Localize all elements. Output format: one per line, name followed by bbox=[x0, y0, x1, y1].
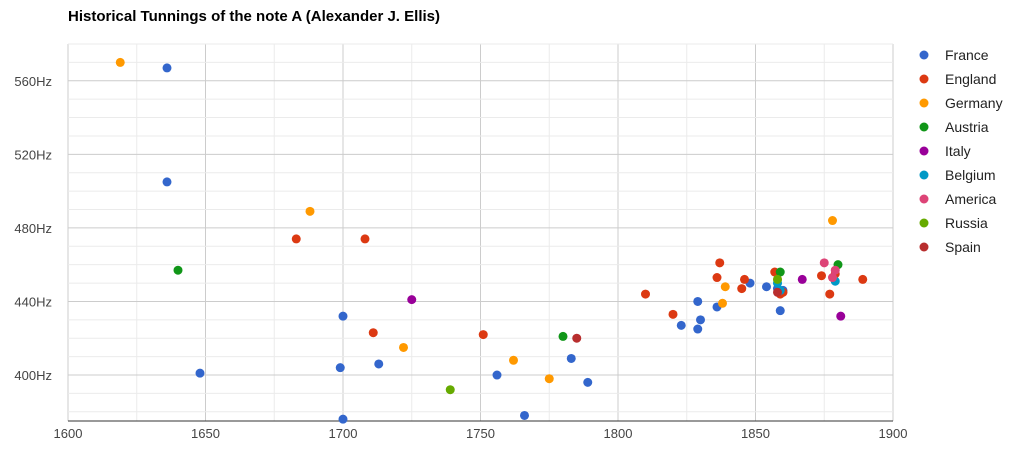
data-point[interactable] bbox=[720, 282, 730, 292]
grid bbox=[67, 43, 894, 421]
x-tick-label: 1850 bbox=[741, 426, 770, 441]
x-tick-label: 1700 bbox=[329, 426, 358, 441]
legend-item[interactable]: Austria bbox=[919, 119, 989, 135]
legend-item[interactable]: Russia bbox=[919, 215, 989, 231]
y-tick-label: 560Hz bbox=[14, 74, 52, 89]
data-point[interactable] bbox=[641, 289, 650, 299]
legend-marker bbox=[919, 50, 929, 60]
data-point[interactable] bbox=[693, 296, 703, 306]
data-point[interactable] bbox=[775, 306, 785, 316]
legend-marker bbox=[919, 146, 929, 156]
x-tick-label: 1800 bbox=[604, 426, 633, 441]
data-point[interactable] bbox=[520, 410, 529, 420]
legend-label: England bbox=[945, 71, 996, 87]
data-point[interactable] bbox=[817, 271, 826, 281]
chart-title: Historical Tunnings of the note A (Alexa… bbox=[68, 8, 440, 25]
data-point[interactable] bbox=[360, 234, 370, 244]
data-point[interactable] bbox=[478, 330, 488, 340]
data-point[interactable] bbox=[583, 377, 593, 387]
legend-item[interactable]: France bbox=[919, 47, 989, 63]
legend-item[interactable]: Germany bbox=[919, 95, 1003, 111]
legend-label: Russia bbox=[945, 215, 988, 231]
data-point[interactable] bbox=[368, 328, 378, 338]
data-point[interactable] bbox=[718, 298, 727, 308]
data-points bbox=[115, 57, 868, 424]
data-point[interactable] bbox=[399, 342, 408, 352]
legend-marker bbox=[919, 194, 929, 204]
x-tick-label: 1650 bbox=[191, 426, 220, 441]
legend-marker bbox=[919, 74, 929, 84]
legend-marker bbox=[919, 170, 929, 180]
legend-item[interactable]: England bbox=[919, 71, 997, 87]
data-point[interactable] bbox=[572, 333, 582, 343]
data-point[interactable] bbox=[825, 289, 835, 299]
data-point[interactable] bbox=[544, 374, 554, 384]
data-point[interactable] bbox=[162, 177, 172, 187]
legend-item[interactable]: America bbox=[919, 191, 997, 207]
legend-label: France bbox=[945, 47, 989, 63]
data-point[interactable] bbox=[797, 274, 807, 284]
data-point[interactable] bbox=[828, 273, 837, 283]
data-point[interactable] bbox=[173, 265, 183, 275]
legend-label: Italy bbox=[945, 143, 971, 159]
data-point[interactable] bbox=[566, 353, 576, 363]
data-point[interactable] bbox=[676, 320, 686, 330]
y-tick-label: 440Hz bbox=[14, 294, 52, 309]
data-point[interactable] bbox=[335, 363, 345, 373]
data-point[interactable] bbox=[773, 274, 782, 284]
data-point[interactable] bbox=[773, 287, 782, 297]
legend-label: Belgium bbox=[945, 167, 996, 183]
data-point[interactable] bbox=[291, 234, 301, 244]
legend-marker bbox=[919, 242, 929, 252]
axes: 1600 1650 1700 1750 1800 1850 1900 400Hz 440Hz 48… bbox=[14, 74, 907, 441]
data-point[interactable] bbox=[509, 355, 518, 365]
x-tick-label: 1900 bbox=[879, 426, 908, 441]
data-point[interactable] bbox=[715, 258, 725, 268]
data-point[interactable] bbox=[407, 295, 417, 305]
legend-marker bbox=[919, 122, 929, 132]
data-point[interactable] bbox=[830, 265, 840, 275]
legend-marker bbox=[919, 218, 929, 228]
data-point[interactable] bbox=[445, 385, 455, 395]
legend-item[interactable]: Spain bbox=[919, 239, 981, 255]
legend-label: Germany bbox=[945, 95, 1003, 111]
y-tick-label: 480Hz bbox=[14, 221, 52, 236]
legend-marker bbox=[919, 98, 929, 108]
data-point[interactable] bbox=[696, 315, 705, 325]
x-tick-label: 1750 bbox=[466, 426, 495, 441]
data-point[interactable] bbox=[305, 206, 315, 216]
data-point[interactable] bbox=[162, 63, 172, 73]
data-point[interactable] bbox=[712, 273, 722, 283]
data-point[interactable] bbox=[115, 57, 125, 67]
data-point[interactable] bbox=[492, 370, 502, 380]
data-point[interactable] bbox=[195, 368, 205, 378]
y-tick-label: 400Hz bbox=[14, 368, 52, 383]
data-point[interactable] bbox=[836, 311, 846, 321]
legend-item[interactable]: Belgium bbox=[919, 167, 996, 183]
legend-label: Austria bbox=[945, 119, 989, 135]
legend[interactable]: France England Germany Austria Italy Belgium A… bbox=[919, 47, 1003, 255]
data-point[interactable] bbox=[740, 274, 749, 284]
legend-label: America bbox=[945, 191, 997, 207]
data-point[interactable] bbox=[374, 359, 384, 369]
data-point[interactable] bbox=[737, 284, 747, 294]
data-point[interactable] bbox=[828, 216, 837, 226]
data-point[interactable] bbox=[693, 324, 703, 334]
data-point[interactable] bbox=[819, 258, 829, 268]
data-point[interactable] bbox=[775, 267, 785, 277]
data-point[interactable] bbox=[762, 282, 771, 292]
data-point[interactable] bbox=[558, 331, 568, 341]
data-point[interactable] bbox=[338, 414, 348, 424]
data-point[interactable] bbox=[668, 309, 678, 319]
x-tick-label: 1600 bbox=[54, 426, 83, 441]
data-point[interactable] bbox=[338, 311, 348, 321]
data-point[interactable] bbox=[858, 274, 868, 284]
y-tick-label: 520Hz bbox=[14, 147, 52, 162]
legend-item[interactable]: Italy bbox=[919, 143, 971, 159]
legend-label: Spain bbox=[945, 239, 981, 255]
